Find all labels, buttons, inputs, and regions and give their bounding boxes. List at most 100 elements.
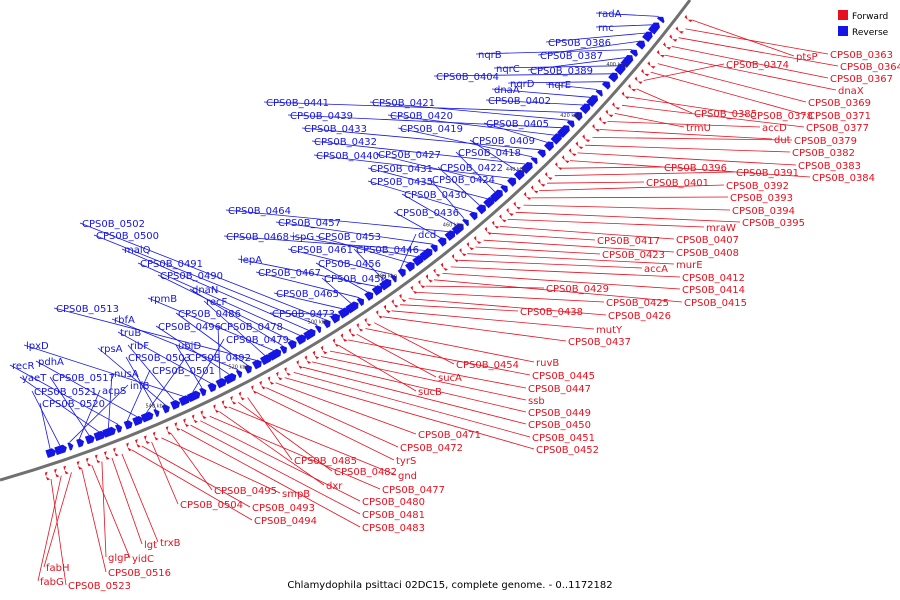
- forward-gene-label: CPS0B_0377: [806, 123, 869, 134]
- forward-gene-arrow: [113, 447, 119, 457]
- kbp-tick-label: 480 kbp: [377, 273, 397, 279]
- reverse-gene-arrow: [412, 255, 424, 267]
- forward-gene-arrow: [76, 461, 83, 470]
- reverse-gene-leader: [289, 235, 417, 257]
- forward-gene-arrow: [238, 391, 245, 401]
- forward-gene-arrow: [425, 274, 433, 283]
- reverse-gene-arrow: [314, 325, 322, 334]
- reverse-gene-label: CPS0B_0501: [152, 366, 215, 377]
- reverse-gene-label: CPS0B_0446: [356, 245, 419, 256]
- reverse-gene-arrow: [199, 387, 207, 397]
- forward-gene-leader: [442, 273, 681, 290]
- reverse-gene-arrow: [93, 430, 106, 442]
- forward-gene-label: CPS0B_0407: [676, 235, 739, 246]
- reverse-gene-arrow: [430, 244, 438, 253]
- forward-gene-leader: [643, 63, 725, 81]
- forward-gene-label: CPS0B_0414: [682, 285, 745, 296]
- reverse-gene-leader: [237, 258, 376, 287]
- forward-gene-label: tyrS: [396, 456, 416, 467]
- reverse-gene-arrow: [513, 169, 525, 181]
- reverse-gene-arrow: [84, 434, 95, 445]
- forward-gene-leader: [546, 181, 645, 184]
- forward-gene-label: yidC: [132, 554, 154, 565]
- forward-gene-leader: [458, 259, 643, 269]
- reverse-gene-arrow: [76, 438, 85, 448]
- reverse-gene-leader: [189, 288, 283, 346]
- reverse-gene-leader: [387, 114, 555, 136]
- forward-gene-label: CPS0B_0449: [528, 408, 591, 419]
- forward-gene-arrow: [320, 345, 328, 355]
- forward-gene-leader: [121, 453, 159, 543]
- reverse-gene-arrow: [67, 442, 74, 451]
- kbp-tick-label: 500 kbp: [308, 319, 328, 325]
- forward-gene-arrow: [191, 414, 198, 423]
- reverse-gene-label: CPS0B_0427: [378, 150, 441, 161]
- forward-gene-label: trxB: [160, 538, 181, 549]
- reverse-gene-leader: [175, 344, 203, 389]
- reverse-gene-leader: [321, 277, 352, 304]
- reverse-gene-arrow: [601, 81, 611, 90]
- forward-gene-label: CPS0B_0516: [108, 568, 171, 579]
- forward-gene-arrow: [364, 318, 372, 327]
- forward-gene-label: CPS0B_0493: [252, 503, 315, 514]
- forward-gene-leader: [81, 468, 107, 573]
- reverse-gene-label: CPS0B_0389: [530, 66, 593, 77]
- forward-gene-arrow: [399, 293, 407, 303]
- forward-gene-label: CPS0B_0367: [830, 74, 893, 85]
- reverse-gene-label: CPS0B_0405: [486, 119, 549, 130]
- forward-gene-label: lgt: [144, 540, 157, 551]
- reverse-gene-label: CPS0B_0513: [56, 304, 119, 315]
- reverse-gene-leader: [9, 364, 119, 425]
- reverse-gene-label: CPS0B_0467: [258, 268, 321, 279]
- reverse-gene-label: CPS0B_0491: [140, 259, 203, 270]
- reverse-gene-leader: [545, 32, 646, 43]
- kbp-tick-label: 460 kbp: [443, 223, 463, 229]
- forward-gene-leader: [356, 333, 437, 378]
- forward-gene-leader: [141, 445, 251, 508]
- forward-gene-leader: [664, 54, 837, 91]
- forward-gene-leader: [228, 406, 397, 476]
- reverse-gene-leader: [527, 57, 625, 71]
- forward-gene-label: CPS0B_0429: [546, 284, 609, 295]
- forward-gene-leader: [569, 160, 811, 178]
- forward-gene-label: CPS0B_0445: [532, 371, 595, 382]
- forward-gene-leader: [499, 226, 675, 240]
- forward-gene-leader: [417, 292, 605, 303]
- reverse-gene-leader: [93, 234, 318, 326]
- forward-gene-arrow: [383, 304, 391, 314]
- forward-gene-leader: [621, 104, 805, 128]
- forward-gene-arrow: [575, 141, 584, 150]
- forward-gene-arrow: [451, 254, 459, 263]
- reverse-gene-arrow: [244, 364, 252, 374]
- reverse-gene-arrow: [437, 237, 447, 247]
- reverse-gene-leader: [367, 167, 488, 200]
- forward-gene-label: murE: [676, 260, 703, 271]
- reverse-gene-arrow: [161, 404, 170, 414]
- forward-gene-label: accD: [762, 123, 787, 134]
- forward-gene-label: ptsP: [796, 52, 818, 63]
- reverse-gene-label: CPS0B_0500: [96, 231, 159, 242]
- forward-gene-leader: [475, 246, 601, 255]
- forward-gene-leader: [629, 96, 749, 116]
- reverse-gene-label: pdhA: [38, 357, 64, 368]
- reverse-gene-arrow: [295, 334, 307, 345]
- reverse-gene-leader: [437, 166, 480, 206]
- reverse-gene-arrow: [337, 307, 350, 319]
- forward-gene-label: CPS0B_0495: [214, 486, 277, 497]
- reverse-gene-arrow: [476, 204, 486, 215]
- reverse-gene-label: CPS0B_0440: [316, 151, 379, 162]
- reverse-gene-arrow: [207, 382, 217, 393]
- reverse-gene-leader: [375, 153, 503, 186]
- forward-gene-leader: [507, 219, 705, 228]
- forward-gene-arrow: [221, 400, 228, 409]
- forward-gene-arrow: [641, 68, 650, 77]
- kbp-tick-label: 440 kbp: [506, 167, 526, 173]
- reverse-gene-arrow: [462, 218, 469, 227]
- forward-gene-label: CPS0B_0363: [830, 50, 893, 61]
- forward-gene-arrow: [544, 172, 553, 180]
- forward-gene-label: CPS0B_0412: [682, 273, 745, 284]
- kbp-tick-label: 400 kbp: [606, 62, 626, 68]
- forward-gene-arrow: [506, 208, 514, 216]
- reverse-gene-arrow: [303, 328, 316, 341]
